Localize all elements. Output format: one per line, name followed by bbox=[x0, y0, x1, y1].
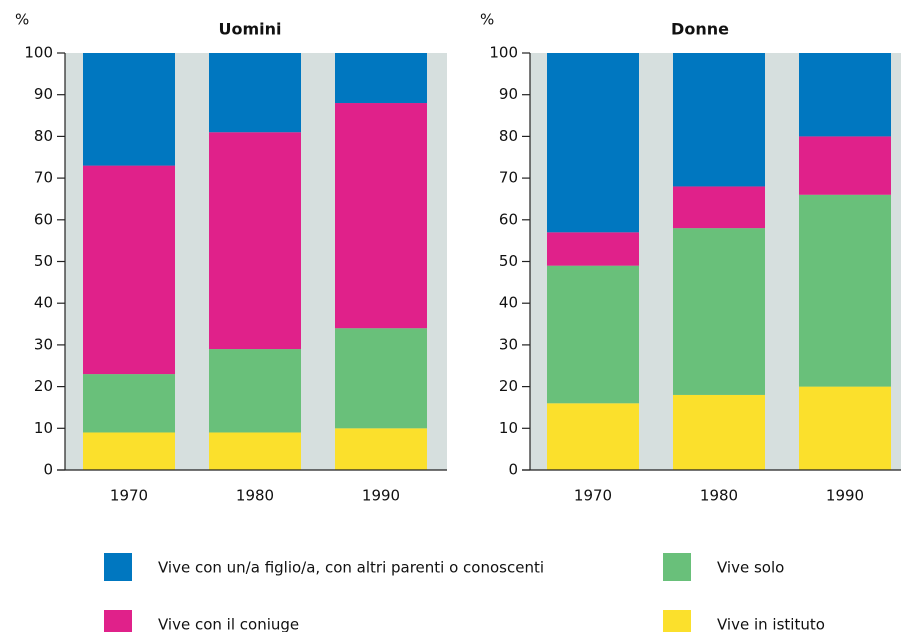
y-tick-label: 0 bbox=[508, 461, 518, 479]
x-tick-label: 1990 bbox=[362, 487, 400, 505]
bar-segment bbox=[335, 103, 427, 329]
legend-label: Vive con il coniuge bbox=[158, 616, 299, 632]
y-tick-label: 90 bbox=[499, 85, 518, 103]
bar-segment bbox=[209, 349, 301, 433]
bar-segment bbox=[799, 194, 891, 387]
y-tick-label: 80 bbox=[34, 127, 53, 145]
bar-segment bbox=[83, 165, 175, 375]
legend-swatch bbox=[104, 553, 132, 581]
chart-title: Uomini bbox=[218, 20, 281, 39]
y-tick-label: 20 bbox=[499, 377, 518, 395]
y-tick-label: 40 bbox=[499, 294, 518, 312]
x-tick-label: 1970 bbox=[110, 487, 148, 505]
y-tick-label: 100 bbox=[489, 44, 518, 62]
x-tick-label: 1980 bbox=[700, 487, 738, 505]
bar-segment bbox=[83, 374, 175, 433]
bar-segment bbox=[799, 136, 891, 195]
legend-swatch bbox=[663, 553, 691, 581]
y-tick-label: 60 bbox=[499, 210, 518, 228]
bar-segment bbox=[547, 232, 639, 266]
bar-segment bbox=[673, 394, 765, 470]
x-tick-label: 1980 bbox=[236, 487, 274, 505]
legend-swatch bbox=[663, 610, 691, 632]
x-tick-label: 1970 bbox=[574, 487, 612, 505]
bar-segment bbox=[673, 186, 765, 229]
y-tick-label: 100 bbox=[24, 44, 53, 62]
bar-segment bbox=[83, 432, 175, 470]
x-tick-label: 1990 bbox=[826, 487, 864, 505]
y-tick-label: 70 bbox=[499, 169, 518, 187]
y-tick-label: 50 bbox=[499, 252, 518, 270]
y-tick-label: 10 bbox=[34, 419, 53, 437]
bar-segment bbox=[209, 53, 301, 133]
bar-segment bbox=[209, 432, 301, 470]
legend-label: Vive in istituto bbox=[717, 616, 825, 632]
y-tick-label: 50 bbox=[34, 252, 53, 270]
y-tick-label: 0 bbox=[43, 461, 53, 479]
y-tick-label: 70 bbox=[34, 169, 53, 187]
y-tick-label: 80 bbox=[499, 127, 518, 145]
legend-swatch bbox=[104, 610, 132, 632]
bar-segment bbox=[547, 403, 639, 470]
legend-label: Vive con un/a figlio/a, con altri parent… bbox=[158, 559, 544, 577]
y-tick-label: 40 bbox=[34, 294, 53, 312]
y-tick-label: 90 bbox=[34, 85, 53, 103]
chart-title: Donne bbox=[671, 20, 729, 39]
bar-segment bbox=[547, 53, 639, 233]
bar-segment bbox=[335, 428, 427, 470]
bar-segment bbox=[547, 265, 639, 404]
bar-segment bbox=[799, 53, 891, 137]
bar-segment bbox=[673, 228, 765, 395]
bar-segment bbox=[83, 53, 175, 166]
y-tick-label: 60 bbox=[34, 210, 53, 228]
bar-segment bbox=[209, 132, 301, 350]
y-tick-label: 30 bbox=[34, 335, 53, 353]
y-tick-label: 10 bbox=[499, 419, 518, 437]
y-tick-label: 30 bbox=[499, 335, 518, 353]
y-tick-label: 20 bbox=[34, 377, 53, 395]
bar-segment bbox=[335, 53, 427, 104]
bar-segment bbox=[335, 328, 427, 429]
bar-segment bbox=[799, 386, 891, 470]
legend-label: Vive solo bbox=[717, 559, 784, 577]
y-axis-label: % bbox=[480, 11, 494, 29]
bar-segment bbox=[673, 53, 765, 187]
y-axis-label: % bbox=[15, 11, 29, 29]
